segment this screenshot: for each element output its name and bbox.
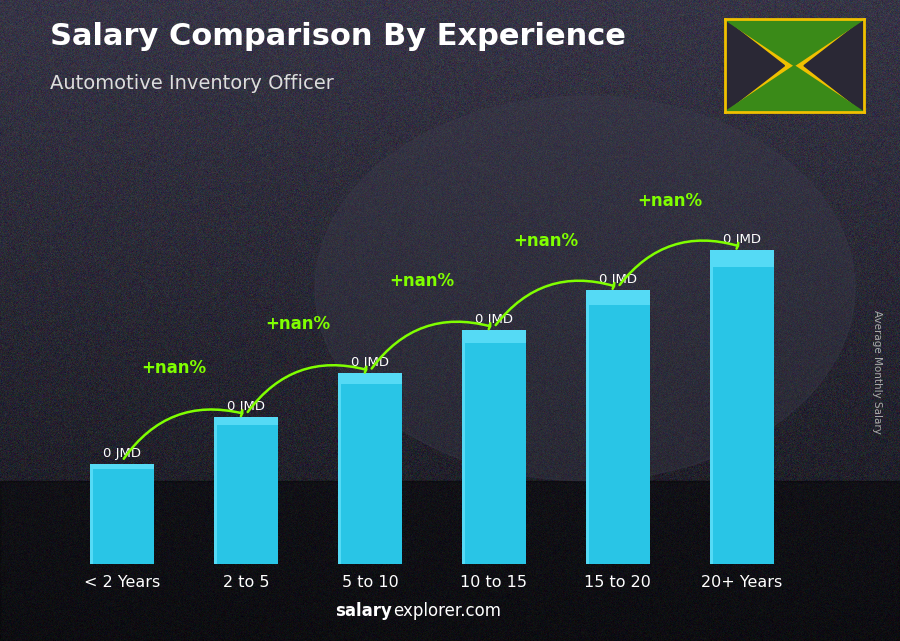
Bar xyxy=(214,417,218,564)
Bar xyxy=(90,463,155,564)
Text: 0 JMD: 0 JMD xyxy=(104,447,141,460)
Text: 0 JMD: 0 JMD xyxy=(351,356,389,369)
Polygon shape xyxy=(724,65,864,112)
Bar xyxy=(709,250,774,267)
Circle shape xyxy=(315,96,855,481)
Text: +nan%: +nan% xyxy=(637,192,703,210)
Bar xyxy=(709,250,713,564)
Text: +nan%: +nan% xyxy=(141,359,207,377)
Bar xyxy=(586,290,590,564)
Text: Salary Comparison By Experience: Salary Comparison By Experience xyxy=(50,22,625,51)
Text: +nan%: +nan% xyxy=(390,272,454,290)
Text: 0 JMD: 0 JMD xyxy=(475,313,513,326)
Bar xyxy=(90,463,94,564)
Polygon shape xyxy=(804,19,864,112)
Bar xyxy=(338,374,402,564)
Bar xyxy=(586,290,650,305)
Text: 0 JMD: 0 JMD xyxy=(227,400,266,413)
Bar xyxy=(709,250,774,564)
Text: Average Monthly Salary: Average Monthly Salary xyxy=(872,310,883,434)
Bar xyxy=(586,290,650,564)
Bar xyxy=(338,374,341,564)
Bar xyxy=(214,417,278,425)
Bar xyxy=(462,330,526,564)
Polygon shape xyxy=(724,19,785,112)
Bar xyxy=(90,463,155,469)
Bar xyxy=(214,417,278,564)
Bar xyxy=(462,330,526,343)
Text: 0 JMD: 0 JMD xyxy=(598,273,637,286)
Text: +nan%: +nan% xyxy=(514,231,579,250)
Text: +nan%: +nan% xyxy=(266,315,330,333)
Polygon shape xyxy=(724,19,864,65)
Bar xyxy=(338,374,402,384)
Text: Automotive Inventory Officer: Automotive Inventory Officer xyxy=(50,74,333,93)
Bar xyxy=(462,330,465,564)
Text: 0 JMD: 0 JMD xyxy=(723,233,760,246)
Text: explorer.com: explorer.com xyxy=(393,603,501,620)
Text: salary: salary xyxy=(335,603,392,620)
